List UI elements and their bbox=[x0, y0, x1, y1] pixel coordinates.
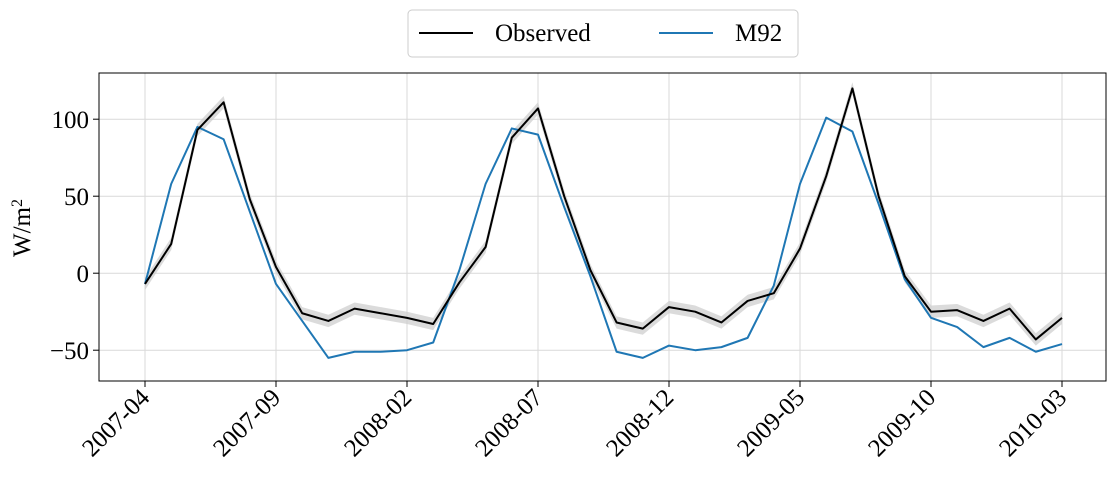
x-tick-label: 2010-03 bbox=[994, 384, 1072, 462]
x-tick-label: 2008-07 bbox=[470, 384, 548, 462]
plot-area-frame bbox=[98, 72, 1107, 382]
series-line-observed bbox=[144, 87, 1063, 341]
legend-frame bbox=[407, 9, 799, 58]
x-tick-label: 2007-04 bbox=[77, 384, 155, 462]
y-tick-label: 50 bbox=[64, 184, 89, 211]
series-line-m92 bbox=[144, 116, 1063, 359]
x-tick-label: 2008-02 bbox=[339, 384, 417, 462]
legend: Observed M92 bbox=[407, 9, 799, 58]
y-axis-label: W/m2 bbox=[9, 199, 37, 257]
x-axis: 2007-04 2007-09 2008-02 2008-07 2008-12 2009-… bbox=[77, 381, 1072, 462]
gridlines bbox=[99, 73, 1106, 381]
x-tick-label: 2008-12 bbox=[601, 384, 679, 462]
uncertainty-bands bbox=[145, 82, 1062, 346]
legend-label-observed: Observed bbox=[495, 20, 591, 47]
y-axis: −50 0 50 100 bbox=[50, 107, 99, 365]
y-tick-label: 0 bbox=[77, 261, 90, 288]
y-tick-label: 100 bbox=[52, 107, 90, 134]
x-tick-label: 2007-09 bbox=[208, 384, 286, 462]
series-lines bbox=[144, 87, 1063, 359]
band-observed bbox=[145, 82, 1062, 346]
legend-label-m92: M92 bbox=[735, 20, 782, 47]
x-tick-label: 2009-10 bbox=[863, 384, 941, 462]
y-tick-label: −50 bbox=[50, 338, 89, 365]
x-tick-label: 2009-05 bbox=[732, 384, 810, 462]
